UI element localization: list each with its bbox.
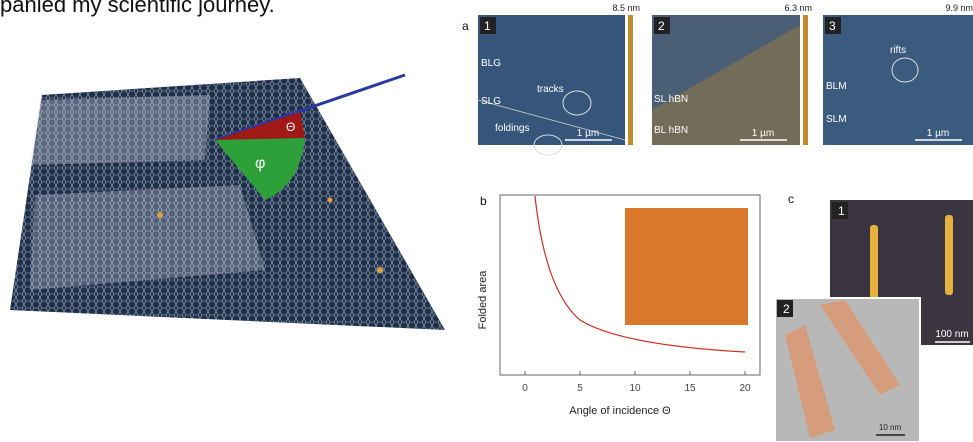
panel-c: 1 2 100 nm 10 nm <box>775 200 973 442</box>
image-number: 2 <box>658 19 665 33</box>
scale-label: 100 nm <box>935 329 968 340</box>
page: panied my scientific journey. Θ φ a <box>0 0 973 442</box>
header-text: panied my scientific journey. <box>0 0 275 17</box>
x-tick-label: 5 <box>577 383 583 394</box>
image-number: 1 <box>838 204 845 218</box>
scale-label: 1 µm <box>927 128 949 139</box>
spot <box>157 212 163 218</box>
x-tick-label: 20 <box>739 383 751 394</box>
colorbar-label: 8.5 nm <box>612 3 640 13</box>
image-label: BLM <box>826 81 847 92</box>
scale-label: 10 nm <box>879 423 902 432</box>
image-label: rifts <box>890 45 906 56</box>
theta-label: Θ <box>286 120 295 134</box>
colorbar <box>628 15 633 145</box>
image-label: foldings <box>495 123 529 134</box>
x-ticks: 0 5 10 15 20 <box>522 371 751 394</box>
x-tick-label: 15 <box>684 383 696 394</box>
image-label: BL hBN <box>654 125 688 136</box>
scale-label: 1 µm <box>752 128 774 139</box>
image-number: 3 <box>829 19 836 33</box>
spot <box>328 198 333 203</box>
feature <box>945 215 953 295</box>
illustration: Θ φ <box>10 75 445 330</box>
panel-letter: b <box>480 194 487 208</box>
x-tick-label: 0 <box>522 383 528 394</box>
image-number: 1 <box>484 19 491 33</box>
inset-image <box>625 208 748 325</box>
y-axis-label: Folded area <box>477 270 489 330</box>
figure: panied my scientific journey. Θ φ a <box>0 0 973 442</box>
panel-letter: a <box>462 19 469 33</box>
image-label: SLG <box>481 96 501 107</box>
colorbar-label: 6.3 nm <box>784 3 812 13</box>
image-label: BLG <box>481 58 501 69</box>
feature <box>870 225 878 305</box>
colorbar <box>803 15 808 145</box>
panel-b: 0 5 10 15 20 Folded area Angle of incidence … <box>477 195 760 417</box>
phi-label: φ <box>255 155 265 172</box>
scale-label: 1 µm <box>577 128 599 139</box>
panel-a: 1 2 3 8.5 nm 6.3 nm 9.9 nm BLG SLG track… <box>478 3 973 155</box>
fold-region <box>30 95 210 165</box>
spot <box>377 267 383 273</box>
image-label: SL hBN <box>654 94 688 105</box>
image-label: tracks <box>537 84 564 95</box>
panel-letter: c <box>788 192 794 206</box>
colorbar-label: 9.9 nm <box>945 3 973 13</box>
image-number: 2 <box>783 302 790 316</box>
x-tick-label: 10 <box>629 383 641 394</box>
x-axis-label: Angle of incidence Θ <box>569 405 671 417</box>
image-label: SLM <box>826 114 847 125</box>
